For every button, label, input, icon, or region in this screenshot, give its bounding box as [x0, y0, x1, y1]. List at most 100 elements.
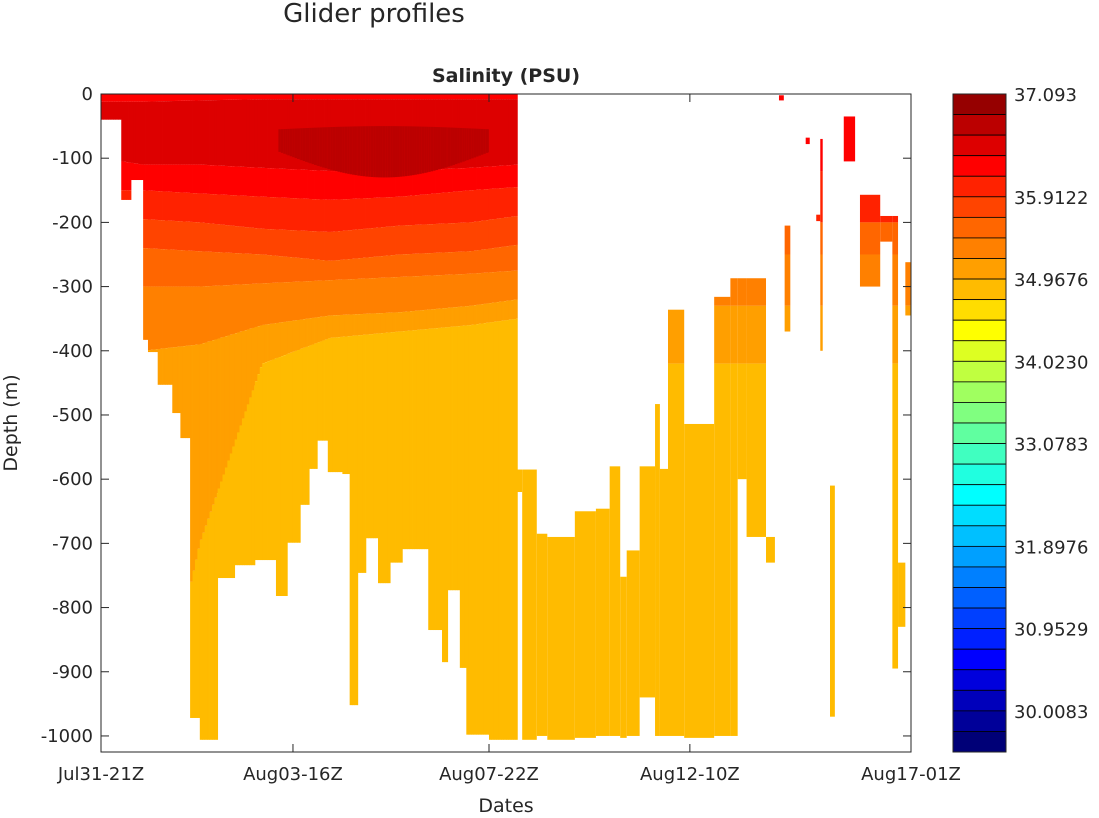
salinity-cell [174, 192, 178, 222]
salinity-cell [501, 188, 504, 219]
salinity-cell [147, 94, 151, 102]
salinity-cell [375, 313, 379, 334]
salinity-cell [428, 224, 432, 254]
salinity-cell [412, 94, 415, 100]
salinity-cell [294, 257, 298, 282]
salinity-cell [457, 274, 461, 307]
salinity-cell [294, 169, 298, 199]
salinity-cell [428, 126, 432, 172]
salinity-cell [399, 254, 403, 277]
salinity-cell [220, 165, 223, 195]
salinity-cell [491, 302, 495, 323]
salinity-cell [447, 274, 451, 308]
salinity-cell [426, 94, 429, 100]
salinity-cell [421, 194, 425, 225]
salinity-cell [311, 127, 315, 165]
salinity-cell [444, 168, 448, 193]
salinity-cell [307, 170, 310, 199]
salinity-cell [428, 94, 432, 100]
salinity-cell [466, 251, 470, 274]
salinity-cell [199, 539, 203, 740]
salinity-cell [356, 335, 359, 706]
salinity-cell [395, 171, 398, 197]
colorbar-band [952, 237, 1007, 259]
salinity-cell [419, 126, 423, 174]
salinity-cell [264, 324, 268, 363]
salinity-cell [452, 223, 456, 253]
salinity-cell [232, 284, 236, 334]
salinity-cell [239, 99, 243, 167]
salinity-cell [257, 283, 261, 327]
salinity-cell [300, 94, 304, 100]
salinity-cell [113, 101, 116, 120]
salinity-cell [274, 358, 277, 561]
colorbar-band [952, 545, 1007, 568]
profile-segment [143, 94, 149, 340]
salinity-cell [152, 349, 156, 353]
salinity-cell [299, 169, 301, 199]
salinity-cell [399, 196, 403, 226]
salinity-cell [412, 276, 415, 312]
salinity-cell [190, 100, 193, 165]
salinity-cell [339, 279, 343, 315]
salinity-cell [478, 167, 482, 190]
salinity-cell [496, 271, 500, 303]
salinity-cell [397, 196, 401, 226]
salinity-cell [483, 303, 487, 324]
salinity-cell [442, 223, 445, 253]
salinity-cell [140, 94, 144, 102]
salinity-cell [373, 171, 376, 198]
salinity-cell [187, 345, 191, 439]
salinity-cell [244, 411, 248, 566]
x-axis: Jul31-21Z Aug03-16Z Aug07-22Z Aug12-10Z Aug1… [57, 94, 961, 785]
salinity-cell [344, 126, 348, 174]
salinity-cell [462, 128, 466, 162]
salinity-cell [473, 250, 477, 274]
salinity-cell [207, 94, 210, 101]
salinity-cell [892, 305, 899, 364]
salinity-cell [347, 279, 351, 315]
profile-segment [287, 94, 301, 543]
salinity-cell [239, 284, 243, 332]
salinity-cell [280, 129, 284, 153]
salinity-cell [339, 259, 343, 280]
salinity-cell [493, 219, 497, 248]
salinity-cell [462, 168, 466, 191]
salinity-cell [390, 94, 393, 100]
salinity-cell [419, 253, 423, 277]
salinity-cell [234, 439, 238, 566]
salinity-cell [347, 94, 351, 100]
salinity-cell [385, 255, 389, 278]
salinity-cell [214, 194, 218, 225]
salinity-cell [356, 198, 359, 230]
salinity-cell [180, 164, 184, 193]
salinity-cell [414, 126, 418, 175]
salinity-cell [428, 328, 432, 631]
salinity-cell [365, 198, 367, 229]
salinity-cell [327, 315, 331, 339]
profile-segment [830, 485, 835, 717]
salinity-cell [239, 94, 243, 100]
salinity-cell [498, 321, 502, 740]
salinity-cell [152, 164, 156, 191]
salinity-cell [392, 226, 396, 256]
salinity-cell [259, 94, 263, 100]
salinity-cell [197, 100, 201, 165]
salinity-cell [397, 254, 401, 278]
salinity-cell [316, 317, 318, 343]
salinity-cell [462, 325, 466, 668]
salinity-cell [426, 275, 429, 310]
salinity-cell [473, 189, 477, 222]
salinity-cell [234, 195, 238, 227]
salinity-cell [169, 191, 173, 221]
salinity-cell [194, 193, 198, 223]
salinity-cell [138, 164, 142, 181]
salinity-cell [326, 94, 329, 100]
salinity-cell [128, 162, 132, 191]
figure-title: Glider profiles [283, 0, 465, 29]
salinity-cell [365, 278, 369, 314]
salinity-cell [187, 164, 191, 193]
salinity-cell [506, 271, 509, 301]
salinity-cell [209, 94, 213, 101]
salinity-cell [466, 325, 470, 735]
